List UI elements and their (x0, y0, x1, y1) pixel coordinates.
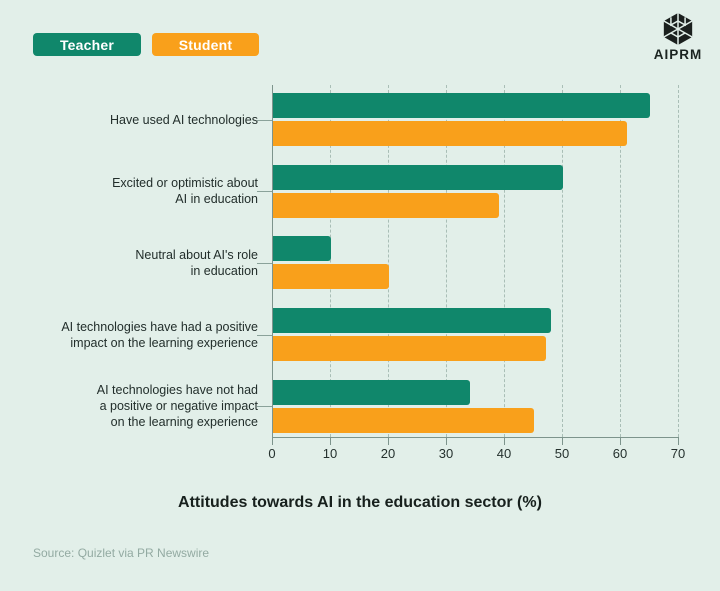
gridline-20 (388, 85, 389, 437)
legend-item-teacher: Teacher (33, 33, 141, 56)
x-tick-label-30: 30 (438, 446, 454, 461)
gridline-10 (330, 85, 331, 437)
teacher-bar (273, 236, 331, 262)
x-tickmark-0 (272, 437, 273, 445)
student-bar (273, 121, 627, 147)
chart-title: Attitudes towards AI in the education se… (178, 494, 542, 511)
x-tick-label-40: 40 (496, 446, 512, 461)
x-tick-label-20: 20 (380, 446, 396, 461)
x-tick-label-60: 60 (612, 446, 628, 461)
gridline-30 (446, 85, 447, 437)
student-bar (273, 407, 534, 433)
legend-student-label: Student (178, 36, 233, 53)
category-label-line: AI technologies have not had (96, 383, 258, 398)
student-bar (273, 264, 389, 290)
source-attribution: Source: Quizlet via PR Newswire (33, 546, 210, 560)
teacher-bar (273, 379, 471, 405)
category-label-line: AI in education (175, 192, 258, 207)
x-tickmark-40 (504, 437, 505, 445)
gridline-70 (678, 85, 679, 437)
x-tick-label-50: 50 (554, 446, 570, 461)
teacher-bar (273, 164, 563, 190)
x-tickmark-60 (620, 437, 621, 445)
category-tickmark (257, 262, 272, 264)
category-tickmark (257, 119, 272, 121)
category-label-line: Neutral about AI's role (135, 247, 258, 262)
x-tickmark-50 (562, 437, 563, 445)
gridline-40 (504, 85, 505, 437)
teacher-bar (273, 308, 552, 333)
category-label: AI technologies have had a positive impac… (30, 319, 258, 351)
category-label-line: Have used AI technologies (109, 112, 258, 127)
category-label-line: Excited or optimistic about (112, 176, 258, 191)
category-label-line: a positive or negative impact (99, 399, 258, 414)
category-label-line: in education (190, 263, 258, 278)
legend-item-student: Student (152, 33, 259, 56)
category-label: AI technologies have not had a positive o… (30, 382, 258, 430)
gridline-60 (620, 85, 621, 437)
category-label-line: impact on the learning experience (70, 335, 258, 350)
student-bar (273, 192, 500, 218)
teacher-bar (273, 93, 650, 119)
aiprm-logo: AIPRM (646, 12, 710, 62)
category-label: Have used AI technologies (30, 112, 258, 128)
aiprm-logo-text: AIPRM (653, 47, 703, 62)
legend-teacher-label: Teacher (59, 36, 115, 53)
x-tickmark-10 (330, 437, 331, 445)
x-tick-label-10: 10 (322, 446, 338, 461)
category-label-line: AI technologies have had a positive (61, 319, 258, 334)
aiprm-cube-icon (663, 12, 693, 46)
x-axis-line (272, 437, 679, 438)
y-axis-line (272, 85, 273, 437)
x-tickmark-70 (678, 437, 679, 445)
x-tickmark-30 (446, 437, 447, 445)
x-tick-label-0: 0 (268, 446, 276, 461)
x-tick-label-70: 70 (670, 446, 686, 461)
category-tickmark (257, 191, 272, 193)
gridline-50 (562, 85, 563, 437)
category-tickmark (257, 334, 272, 336)
student-bar (273, 336, 546, 361)
x-tickmark-20 (388, 437, 389, 445)
category-label-line: on the learning experience (110, 415, 258, 430)
category-label: Neutral about AI's role in education (30, 247, 258, 279)
category-label: Excited or optimistic about AI in educati… (30, 175, 258, 207)
category-tickmark (257, 406, 272, 408)
